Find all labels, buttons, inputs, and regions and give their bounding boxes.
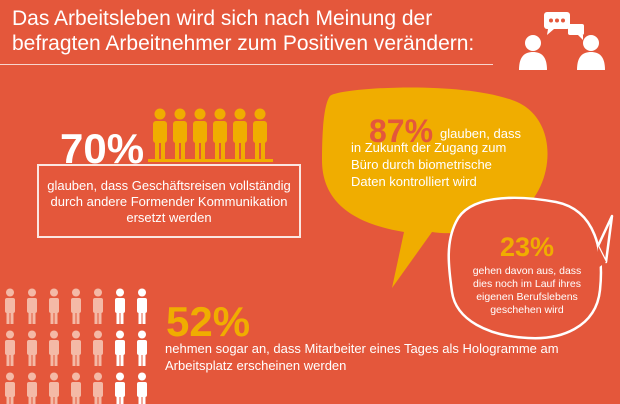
person-figure-icon [71, 288, 81, 324]
person-figure-icon [173, 108, 187, 159]
person-figure-icon [5, 288, 15, 324]
person-figure-icon [71, 330, 81, 366]
person-figure-icon [153, 108, 167, 159]
person-figure-icon [5, 330, 15, 366]
person-figure-icon [137, 330, 147, 366]
person-figure-icon [5, 372, 15, 404]
person-figure-icon [115, 288, 125, 324]
stat-87-percent: 87% [369, 113, 434, 149]
people-grid-52 [5, 288, 147, 404]
person-figure-icon [233, 108, 247, 159]
person-figure-icon [137, 288, 147, 324]
person-figure-icon [137, 372, 147, 404]
stat-70-text: glauben, dass Geschäftsreisen vollständi… [47, 178, 291, 225]
bubble-23 [447, 196, 603, 340]
person-figure-icon [49, 372, 59, 404]
person-figure-icon [193, 108, 207, 159]
infographic-title: Das Arbeitsleben wird sich nach Meinung … [12, 7, 475, 55]
stat-23-text: gehen davon aus, dass dies noch im Lauf … [472, 265, 582, 316]
person-figure-icon [93, 330, 103, 366]
bubble-87 [322, 87, 548, 289]
person-figure-icon [27, 288, 37, 324]
stat-52-text: nehmen sogar an, dass Mitarbeiter eines … [165, 341, 559, 373]
people-row-70 [148, 108, 273, 162]
stat-87-lead: glauben, dass [440, 126, 521, 141]
person-figure-icon [49, 330, 59, 366]
person-figure-icon [49, 288, 59, 324]
title-divider [0, 64, 493, 65]
stat-87-text: in Zukunft der Zugang zum Büro durch bio… [351, 140, 507, 189]
stat-52-percent: 52% [166, 298, 251, 345]
stat-23-percent: 23% [499, 232, 555, 262]
person-figure-icon [71, 372, 81, 404]
person-figure-icon [213, 108, 227, 159]
person-figure-icon [115, 372, 125, 404]
person-figure-icon [27, 330, 37, 366]
person-figure-icon [93, 288, 103, 324]
people-chat-icon [519, 12, 605, 70]
person-figure-icon [115, 330, 125, 366]
person-figure-icon [93, 372, 103, 404]
person-figure-icon [27, 372, 37, 404]
stat-70-box [37, 164, 301, 238]
stat-70-percent: 70% [60, 125, 145, 172]
person-figure-icon [253, 108, 267, 159]
